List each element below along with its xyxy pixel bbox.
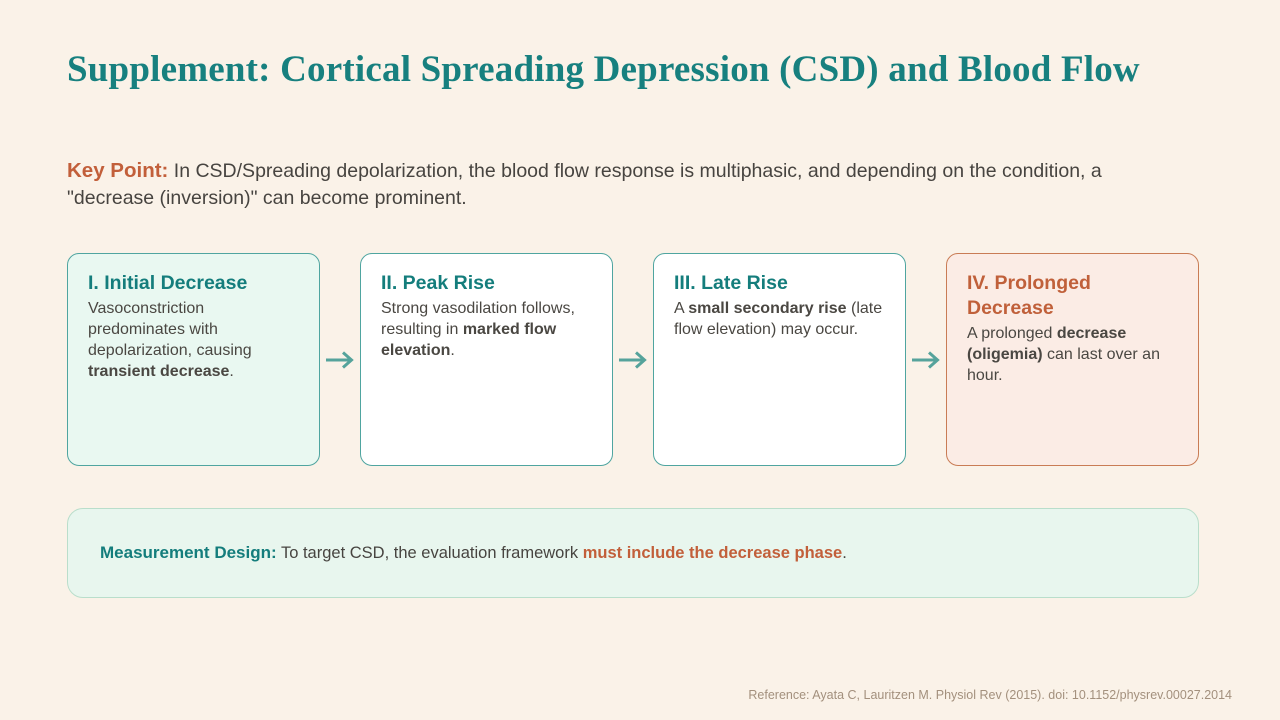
card-peak-rise: II. Peak Rise Strong vasodilation follow… (360, 253, 613, 466)
measurement-design-label: Measurement Design: (100, 543, 277, 562)
key-point-label: Key Point: (67, 159, 169, 182)
reference-text: Reference: Ayata C, Lauritzen M. Physiol… (748, 688, 1232, 702)
card-initial-decrease: I. Initial Decrease Vasoconstriction pre… (67, 253, 320, 466)
card-heading: IV. Prolonged Decrease (967, 272, 1091, 319)
arrow-right-icon (613, 253, 653, 466)
key-point: Key Point: In CSD/Spreading depolarizati… (67, 157, 1162, 212)
card-heading: III. Late Rise (674, 272, 788, 294)
card-prolonged-decrease: IV. Prolonged Decrease A prolonged decre… (946, 253, 1199, 466)
card-late-rise: III. Late Rise A small secondary rise (l… (653, 253, 906, 466)
card-body: Vasoconstriction predominates with depol… (88, 300, 252, 380)
card-body: Strong vasodilation follows, resulting i… (381, 300, 575, 359)
card-body: A prolonged decrease (oligemia) can last… (967, 325, 1160, 384)
key-point-text: In CSD/Spreading depolarization, the blo… (67, 160, 1102, 209)
arrow-right-icon (906, 253, 946, 466)
card-heading: II. Peak Rise (381, 272, 495, 294)
measurement-design-note: Measurement Design: To target CSD, the e… (67, 508, 1199, 598)
phase-cards-row: I. Initial Decrease Vasoconstriction pre… (67, 253, 1199, 466)
page-title: Supplement: Cortical Spreading Depressio… (67, 49, 1140, 90)
arrow-right-icon (320, 253, 360, 466)
measurement-design-body: To target CSD, the evaluation framework … (276, 544, 847, 562)
card-body: A small secondary rise (late flow elevat… (674, 300, 883, 338)
measurement-design-text: Measurement Design: To target CSD, the e… (100, 543, 847, 563)
card-heading: I. Initial Decrease (88, 272, 248, 294)
